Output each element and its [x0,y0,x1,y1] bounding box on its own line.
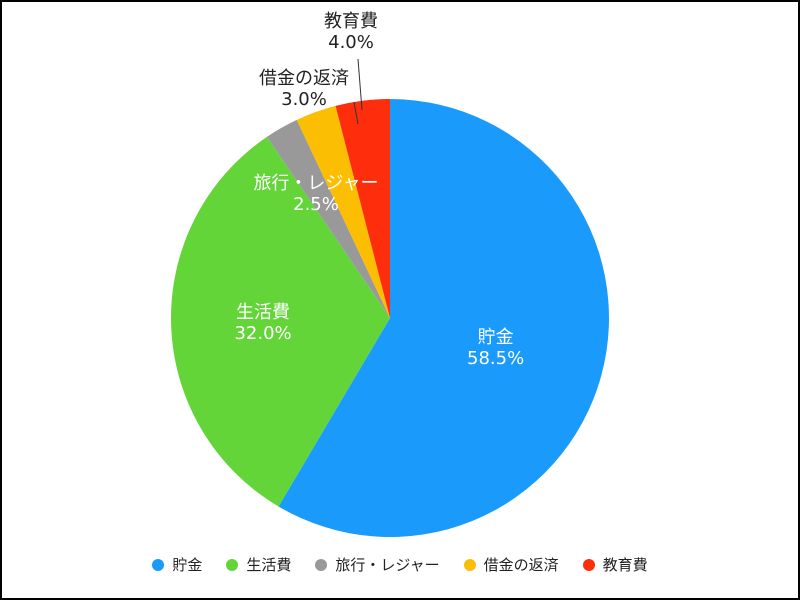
legend-item: 教育費 [582,554,648,575]
leader-line [353,101,359,125]
legend-swatch [226,558,239,571]
legend-swatch [463,558,476,571]
legend-label: 教育費 [602,556,648,574]
legend-item: 借金の返済 [463,554,559,575]
legend-swatch [152,558,165,571]
pie-slice [171,136,390,507]
slice-label: 借金の返済 [259,68,349,89]
pie-slice [296,105,390,319]
legend-item: 生活費 [226,554,291,575]
slice-value-label: 32.0% [234,323,291,344]
leader-line [357,58,363,111]
legend-label: 生活費 [246,556,292,574]
chart-legend: 貯金 生活費 旅行・レジャー 借金の返済 教育費 [2,554,798,575]
slice-label: 生活費 [236,302,290,323]
slice-value-label: 2.5% [293,194,339,215]
slice-value-label: 3.0% [281,89,327,110]
legend-label: 貯金 [172,556,203,574]
pie-slice [278,99,610,538]
slice-value-label: 58.5% [467,348,524,369]
pie-slice [266,119,390,319]
legend-item: 旅行・レジャー [315,554,440,575]
legend-swatch [582,558,595,571]
slice-value-label: 4.0% [328,32,374,53]
slice-label: 貯金 [478,327,514,348]
pie-slice [335,99,390,318]
legend-label: 借金の返済 [483,556,559,574]
slice-label: 教育費 [324,11,378,32]
legend-item: 貯金 [152,554,202,575]
legend-swatch [315,558,328,571]
legend-label: 旅行・レジャー [335,556,440,574]
slice-label: 旅行・レジャー [253,173,378,194]
